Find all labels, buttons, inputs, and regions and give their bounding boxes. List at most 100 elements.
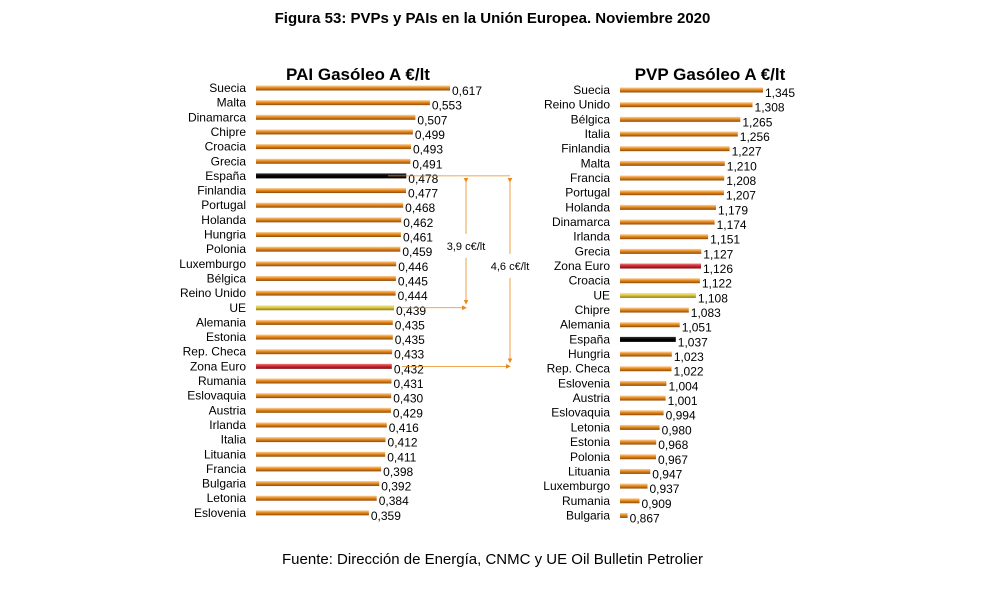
pvp-value-label-holanda: 1,179 [718,203,748,217]
pai-value-label-lituania: 0,411 [387,450,416,464]
pvp-value-label-letonia: 0,980 [662,423,692,437]
annotation-diff-euro-zone: 4,6 c€/lt [491,261,530,273]
pai-category-label-grecia: Grecia [211,154,247,168]
pai-category-label-belgica: Bélgica [207,271,247,285]
pvp-category-label-ue: UE [593,288,610,302]
pvp-category-label-italia: Italia [585,127,611,141]
pvp-category-label-francia: Francia [570,171,610,185]
pai-bar-lituania [256,451,386,457]
pvp-bar-italia [620,131,738,137]
pvp-bar-holanda [620,204,716,210]
pai-value-label-finlandia: 0,477 [408,187,438,201]
pvp-value-label-reino-unido: 1,308 [755,101,785,115]
pai-bar-austria [256,407,391,413]
pvp-bar-rumania [620,498,640,504]
pvp-category-label-austria: Austria [573,391,611,405]
pvp-category-label-polonia: Polonia [570,450,610,464]
pvp-value-label-zona-euro: 1,126 [703,262,733,276]
pai-value-label-austria: 0,429 [393,406,423,420]
pai-category-label-bulgaria: Bulgaria [202,477,246,491]
pai-category-label-letonia: Letonia [207,491,247,505]
pai-chart-title: PAI Gasóleo A €/lt [286,65,430,84]
pvp-category-label-bulgaria: Bulgaria [566,508,610,522]
pai-value-label-belgica: 0,445 [398,274,428,288]
pai-bar-italia [256,437,386,443]
pai-category-label-espana: España [205,169,246,183]
pvp-bar-austria [620,395,666,401]
pvp-category-label-rumania: Rumania [562,494,610,508]
pvp-value-label-dinamarca: 1,174 [717,218,747,232]
pvp-value-label-francia: 1,208 [726,174,756,188]
pai-category-label-eslovenia: Eslovenia [194,506,246,520]
pvp-bar-suecia [620,87,763,93]
pvp-bar-espana [620,336,676,342]
pai-chart: Suecia 0,617 Malta 0,553 Dinamarca 0,507 Chipr… [179,81,482,523]
pvp-value-label-malta: 1,210 [727,159,757,173]
pai-category-label-rep-checa: Rep. Checa [183,345,247,359]
pai-category-label-lituania: Lituania [204,447,246,461]
pvp-chart: Suecia 1,345 Reino Unido 1,308 Bélgica 1,265 I… [543,83,795,525]
pai-bar-croacia [256,144,411,150]
pai-category-label-portugal: Portugal [201,198,246,212]
pvp-value-label-belgica: 1,265 [742,115,772,129]
pvp-value-label-estonia: 0,968 [658,438,688,452]
pai-category-label-luxemburgo: Luxemburgo [179,257,246,271]
pai-category-label-eslovaquia: Eslovaquia [187,389,246,403]
pai-bar-bulgaria [256,481,380,487]
pvp-bar-francia [620,175,725,181]
pai-bar-holanda [256,217,402,223]
pvp-bar-belgica [620,116,741,122]
pai-value-label-irlanda: 0,416 [389,421,419,435]
pvp-bar-lituania [620,468,651,474]
pai-category-label-hungria: Hungria [204,228,246,242]
pai-bar-belgica [256,275,396,281]
pvp-value-label-eslovaquia: 0,994 [666,409,696,423]
pai-category-label-malta: Malta [217,96,247,110]
pai-category-label-holanda: Holanda [201,213,246,227]
pvp-value-label-alemania: 1,051 [682,321,712,335]
pvp-category-label-belgica: Bélgica [571,112,611,126]
pvp-bar-croacia [620,278,700,284]
pai-category-label-francia: Francia [206,462,246,476]
pvp-value-label-lituania: 0,947 [652,467,682,481]
pai-value-label-croacia: 0,493 [413,143,443,157]
pai-value-label-chipre: 0,499 [415,128,445,142]
pai-category-label-alemania: Alemania [196,315,246,329]
pai-value-label-hungria: 0,461 [403,231,433,245]
pai-bar-estonia [256,334,393,340]
pai-bar-eslovaquia [256,393,392,399]
pai-bar-luxemburgo [256,261,397,267]
pvp-bar-rep-checa [620,366,672,372]
pai-bar-polonia [256,246,401,252]
pai-value-label-italia: 0,412 [388,436,418,450]
pai-value-label-holanda: 0,462 [403,216,433,230]
pai-value-label-grecia: 0,491 [412,157,442,171]
pvp-value-label-portugal: 1,207 [726,189,756,203]
pai-value-label-bulgaria: 0,392 [381,480,411,494]
pvp-value-label-ue: 1,108 [698,291,728,305]
pai-category-label-estonia: Estonia [206,330,246,344]
pai-value-label-reino-unido: 0,444 [398,289,428,303]
pai-category-label-austria: Austria [209,403,247,417]
pvp-value-label-suecia: 1,345 [765,86,795,100]
pai-category-label-rumania: Rumania [198,374,246,388]
pvp-category-label-chipre: Chipre [575,303,611,317]
pai-bar-irlanda [256,422,387,428]
pai-bar-ue [256,305,394,311]
pvp-value-label-chipre: 1,083 [691,306,721,320]
pvp-category-label-reino-unido: Reino Unido [544,98,610,112]
pvp-value-label-italia: 1,256 [740,130,770,144]
pvp-bar-dinamarca [620,219,715,225]
pai-category-label-dinamarca: Dinamarca [188,110,246,124]
pvp-bar-eslovenia [620,380,667,386]
pvp-bar-grecia [620,248,702,254]
pvp-category-label-lituania: Lituania [568,464,610,478]
pvp-category-label-croacia: Croacia [569,274,611,288]
pvp-value-label-rumania: 0,909 [642,497,672,511]
pai-value-label-rep-checa: 0,433 [394,348,424,362]
pvp-category-label-grecia: Grecia [575,244,611,258]
pvp-value-label-austria: 1,001 [668,394,698,408]
pai-bar-suecia [256,85,450,91]
pai-value-label-zona-euro: 0,432 [394,362,424,376]
pvp-category-label-malta: Malta [581,156,611,170]
